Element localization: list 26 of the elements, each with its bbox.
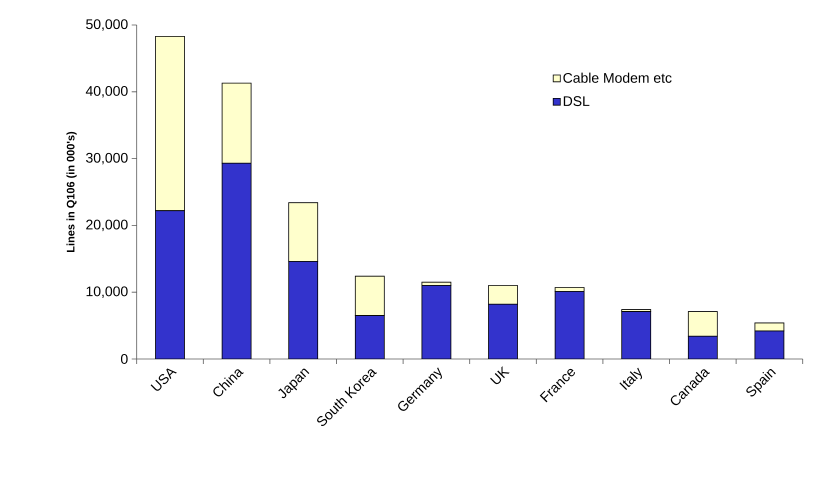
- y-tick-label: 0: [120, 354, 128, 364]
- bar: [354, 276, 385, 316]
- bar: [688, 336, 718, 359]
- legend-label: Cable Modem etc: [563, 72, 672, 83]
- x-tick-label: UK: [490, 366, 510, 384]
- y-tick-label: 30,000: [86, 152, 128, 164]
- bar: [754, 330, 784, 359]
- bar: [688, 311, 718, 337]
- bar: [488, 285, 518, 305]
- bar: [288, 202, 318, 262]
- y-tick-label: 40,000: [86, 86, 128, 98]
- y-tick-label: 10,000: [86, 286, 128, 298]
- legend-label: DSL: [564, 96, 590, 106]
- x-tick-label: Italy: [619, 368, 642, 390]
- bar: [288, 261, 318, 359]
- bar: [554, 291, 585, 359]
- bar: [354, 315, 385, 359]
- bar: [422, 285, 452, 359]
- x-tick-label: USA: [150, 368, 177, 391]
- bar: [222, 162, 252, 359]
- bar: [155, 210, 185, 359]
- bar: [621, 311, 652, 359]
- bar: [488, 304, 518, 359]
- y-tick-label: 20,000: [86, 220, 128, 232]
- y-axis-title: Lines in Q106 (in 000's): [66, 132, 77, 252]
- y-tick-label: 50,000: [86, 19, 128, 31]
